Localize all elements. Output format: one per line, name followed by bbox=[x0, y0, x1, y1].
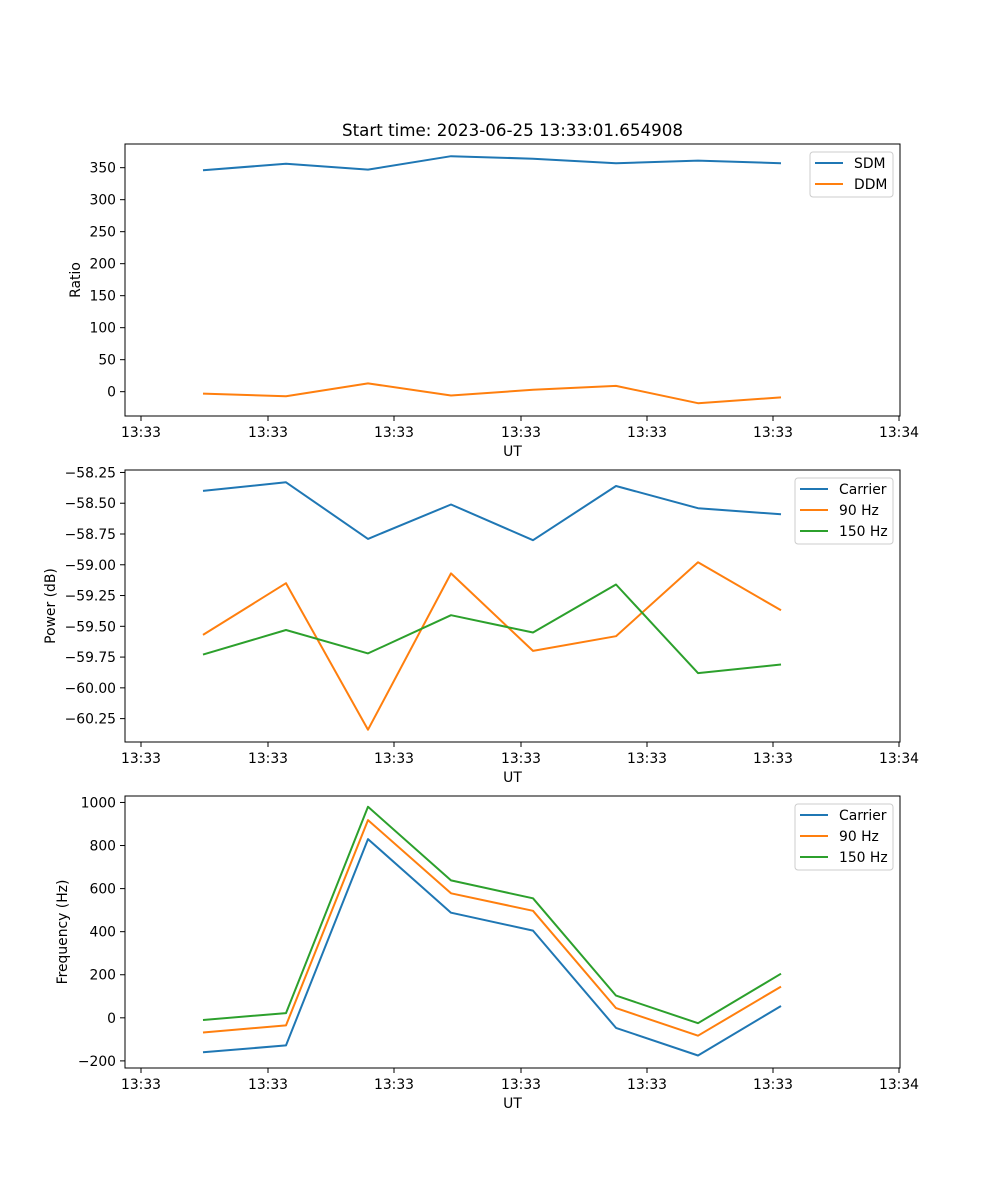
y-tick-label: 400 bbox=[89, 925, 116, 941]
legend-label: 150 Hz bbox=[839, 524, 888, 540]
y-tick-label: 200 bbox=[89, 968, 116, 984]
y-tick-label: 200 bbox=[89, 257, 116, 273]
y-tick-label: 300 bbox=[89, 193, 116, 209]
legend-box bbox=[794, 803, 894, 871]
x-tick-label: 13:33 bbox=[753, 425, 793, 441]
y-tick-label: −59.25 bbox=[65, 589, 116, 605]
x-axis-label: UT bbox=[503, 770, 522, 786]
legend: Carrier 90 Hz 150 Hz bbox=[794, 477, 894, 545]
y-tick-label: −58.75 bbox=[65, 527, 116, 543]
x-tick-label: 13:34 bbox=[879, 425, 919, 441]
series-line-ddm bbox=[202, 382, 782, 405]
y-axis-label: Ratio bbox=[68, 262, 84, 298]
y-tick-label: 0 bbox=[107, 385, 116, 401]
series-line-150-hz bbox=[202, 805, 782, 1025]
y-tick-label: 250 bbox=[89, 225, 116, 241]
y-tick-label: 800 bbox=[89, 839, 116, 855]
series-line-carrier bbox=[202, 838, 782, 1057]
x-tick-label: 13:33 bbox=[248, 1077, 288, 1093]
axes-frame bbox=[124, 469, 901, 743]
x-tick-label: 13:33 bbox=[627, 751, 667, 767]
legend-label: 90 Hz bbox=[839, 503, 879, 519]
legend-box bbox=[794, 477, 894, 545]
y-tick-label: −58.50 bbox=[65, 496, 116, 512]
legend-label: Carrier bbox=[839, 482, 887, 498]
subplot-3: 13:33 13:33 13:33 13:33 13:33 13:33 13:34 −200 0… bbox=[55, 795, 919, 1112]
y-tick-label: 350 bbox=[89, 161, 116, 177]
series-line-90-hz bbox=[202, 819, 782, 1037]
x-tick-label: 13:33 bbox=[374, 425, 414, 441]
legend: Carrier 90 Hz 150 Hz bbox=[794, 803, 894, 871]
y-tick-label: 0 bbox=[107, 1011, 116, 1027]
y-tick-label: −60.00 bbox=[65, 681, 116, 697]
subplot-2: 13:33 13:33 13:33 13:33 13:33 13:33 13:34 −58.2… bbox=[43, 465, 919, 786]
x-tick-label: 13:33 bbox=[121, 751, 161, 767]
x-tick-label: 13:33 bbox=[627, 1077, 667, 1093]
axes-frame bbox=[124, 143, 901, 417]
x-tick-label: 13:33 bbox=[501, 425, 541, 441]
legend-label: 150 Hz bbox=[839, 850, 888, 866]
y-tick-label: −60.25 bbox=[65, 712, 116, 728]
subplots: 13:33 13:33 13:33 13:33 13:33 13:33 13:34 0 50 10… bbox=[43, 143, 919, 1112]
x-tick-label: 13:33 bbox=[753, 751, 793, 767]
y-tick-label: 150 bbox=[89, 289, 116, 305]
x-tick-label: 13:34 bbox=[879, 751, 919, 767]
legend-label: 90 Hz bbox=[839, 829, 879, 845]
series-line-90-hz bbox=[202, 561, 782, 731]
y-axis-label: Power (dB) bbox=[43, 568, 59, 644]
x-tick-label: 13:33 bbox=[121, 425, 161, 441]
series-line-sdm bbox=[202, 155, 782, 172]
legend-label: SDM bbox=[854, 156, 886, 172]
x-tick-label: 13:33 bbox=[501, 751, 541, 767]
x-tick-label: 13:33 bbox=[248, 425, 288, 441]
y-tick-label: 600 bbox=[89, 882, 116, 898]
y-tick-label: −58.25 bbox=[65, 465, 116, 481]
x-tick-label: 13:33 bbox=[121, 1077, 161, 1093]
x-axis-label: UT bbox=[503, 1096, 522, 1112]
y-tick-label: −59.75 bbox=[65, 650, 116, 666]
y-axis-label: Frequency (Hz) bbox=[55, 880, 71, 985]
y-tick-label: 50 bbox=[98, 353, 116, 369]
x-tick-label: 13:33 bbox=[374, 1077, 414, 1093]
legend-label: Carrier bbox=[839, 808, 887, 824]
x-tick-label: 13:34 bbox=[879, 1077, 919, 1093]
legend-label: DDM bbox=[854, 177, 887, 193]
y-tick-label: 100 bbox=[89, 321, 116, 337]
x-tick-label: 13:33 bbox=[374, 751, 414, 767]
x-tick-label: 13:33 bbox=[753, 1077, 793, 1093]
subplot-1: 13:33 13:33 13:33 13:33 13:33 13:33 13:34 0 50 10… bbox=[68, 143, 919, 460]
x-tick-label: 13:33 bbox=[501, 1077, 541, 1093]
series-line-carrier bbox=[202, 481, 782, 542]
x-axis-label: UT bbox=[503, 444, 522, 460]
y-tick-label: −59.00 bbox=[65, 558, 116, 574]
legend: SDM DDM bbox=[809, 151, 894, 198]
y-tick-label: −200 bbox=[78, 1054, 116, 1070]
series-line-150-hz bbox=[202, 583, 782, 675]
figure-title: Start time: 2023-06-25 13:33:01.654908 bbox=[342, 120, 683, 140]
y-tick-label: −59.50 bbox=[65, 619, 116, 635]
axes-frame bbox=[124, 795, 901, 1069]
x-tick-label: 13:33 bbox=[627, 425, 667, 441]
y-tick-label: 1000 bbox=[81, 795, 116, 811]
x-tick-label: 13:33 bbox=[248, 751, 288, 767]
